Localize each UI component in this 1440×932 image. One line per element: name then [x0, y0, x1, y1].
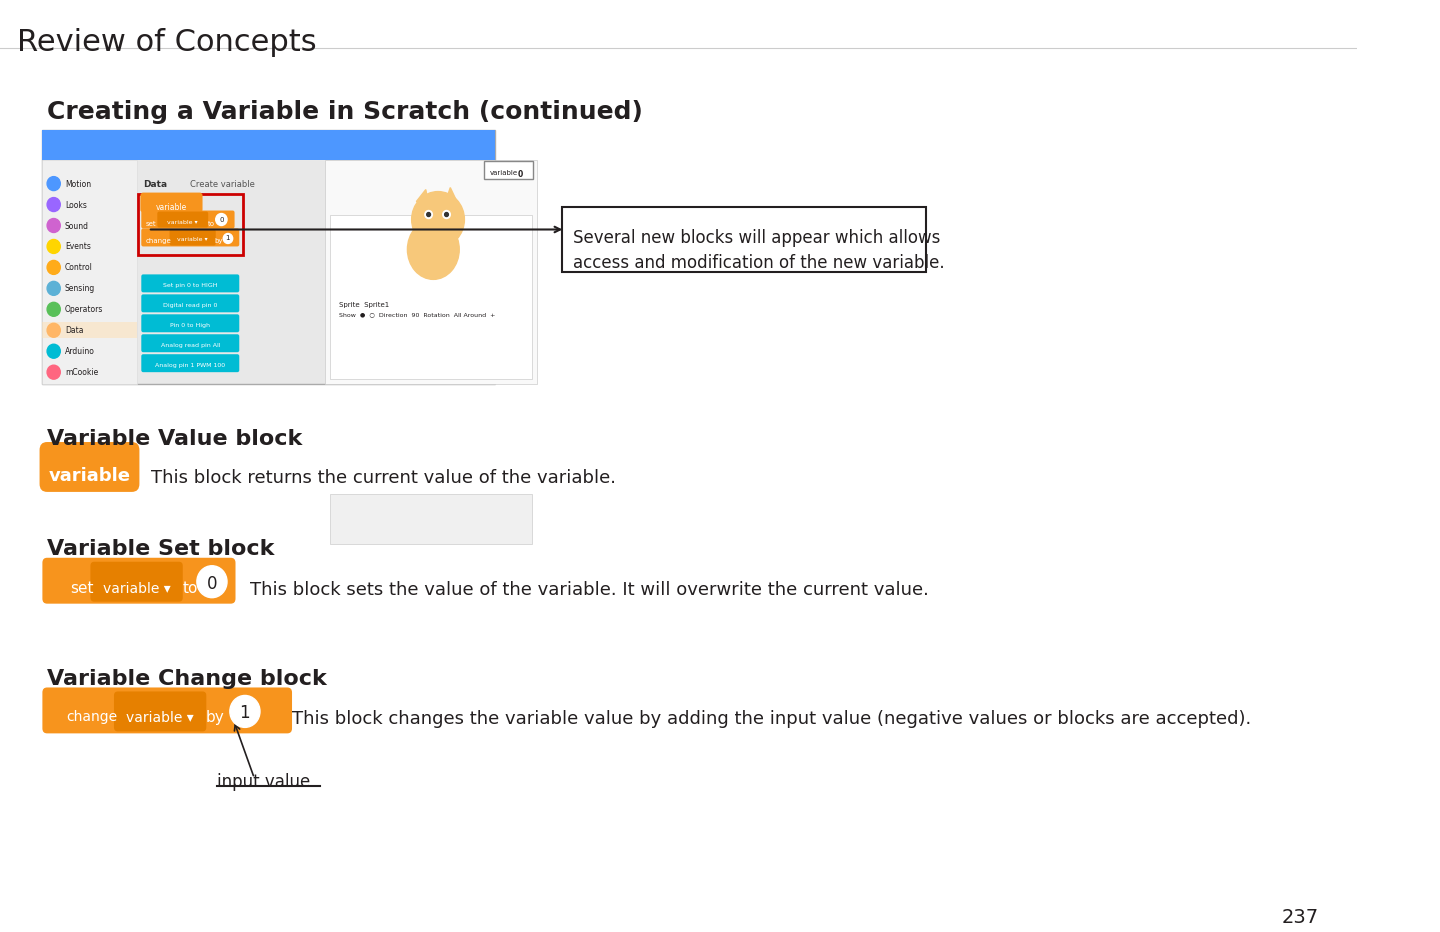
Text: Review of Concepts: Review of Concepts	[17, 28, 317, 57]
Text: by: by	[206, 710, 225, 725]
Circle shape	[442, 211, 451, 218]
FancyBboxPatch shape	[42, 322, 137, 338]
Text: Events: Events	[65, 242, 91, 252]
Text: Analog pin 1 PWM 100: Analog pin 1 PWM 100	[156, 363, 225, 368]
Text: Data: Data	[65, 326, 84, 336]
FancyBboxPatch shape	[563, 207, 926, 272]
Text: Data: Data	[143, 180, 167, 188]
Text: change: change	[66, 710, 117, 724]
Text: variable: variable	[49, 467, 131, 485]
Text: This block changes the variable value by adding the input value (negative values: This block changes the variable value by…	[292, 710, 1251, 729]
Text: set: set	[145, 221, 157, 226]
FancyBboxPatch shape	[484, 160, 533, 179]
FancyBboxPatch shape	[114, 692, 206, 732]
FancyBboxPatch shape	[141, 274, 239, 293]
Text: Variable Value block: Variable Value block	[48, 429, 302, 449]
FancyBboxPatch shape	[140, 193, 203, 212]
Text: variable ▾: variable ▾	[102, 582, 170, 596]
Text: input value: input value	[216, 774, 310, 791]
Text: by: by	[215, 239, 223, 244]
Text: Set pin 0 to HIGH: Set pin 0 to HIGH	[163, 283, 217, 288]
Text: This block sets the value of the variable. It will overwrite the current value.: This block sets the value of the variabl…	[249, 581, 929, 598]
Text: to: to	[209, 221, 215, 226]
FancyBboxPatch shape	[170, 229, 216, 245]
FancyBboxPatch shape	[42, 130, 494, 384]
Text: to: to	[183, 581, 199, 596]
Text: Pin 0 to High: Pin 0 to High	[170, 323, 210, 328]
Text: Variable Set block: Variable Set block	[48, 539, 275, 559]
FancyBboxPatch shape	[330, 214, 533, 379]
FancyBboxPatch shape	[42, 159, 137, 384]
FancyBboxPatch shape	[141, 354, 239, 372]
Polygon shape	[416, 189, 429, 204]
Text: Show  ●  ○  Direction  90  Rotation  All Around  +: Show ● ○ Direction 90 Rotation All Aroun…	[340, 312, 495, 317]
Text: Sensing: Sensing	[65, 284, 95, 294]
Text: Operators: Operators	[65, 306, 104, 314]
FancyBboxPatch shape	[325, 159, 537, 384]
Text: Create variable: Create variable	[190, 180, 255, 188]
FancyBboxPatch shape	[91, 562, 183, 602]
Text: variable ▾: variable ▾	[177, 238, 207, 242]
Text: variable: variable	[156, 202, 187, 212]
Circle shape	[230, 695, 261, 727]
Text: change: change	[145, 239, 171, 244]
Ellipse shape	[408, 220, 459, 280]
Text: 1: 1	[226, 236, 230, 241]
Text: mCookie: mCookie	[65, 368, 98, 377]
Text: 0: 0	[518, 170, 523, 179]
Text: Control: Control	[65, 264, 92, 272]
Circle shape	[223, 234, 233, 243]
Circle shape	[48, 344, 60, 358]
FancyBboxPatch shape	[141, 228, 239, 246]
Circle shape	[48, 218, 60, 232]
Text: 237: 237	[1282, 908, 1319, 927]
Polygon shape	[445, 187, 456, 204]
Text: 0: 0	[219, 216, 223, 223]
Circle shape	[48, 302, 60, 316]
FancyBboxPatch shape	[42, 130, 494, 159]
FancyBboxPatch shape	[330, 494, 533, 543]
Circle shape	[48, 260, 60, 274]
Text: Sprite  Sprite1: Sprite Sprite1	[340, 302, 389, 308]
Text: This block returns the current value of the variable.: This block returns the current value of …	[151, 469, 616, 487]
Circle shape	[445, 212, 448, 216]
FancyBboxPatch shape	[141, 335, 239, 352]
Text: Analog read pin All: Analog read pin All	[160, 343, 220, 349]
Text: Creating a Variable in Scratch (continued): Creating a Variable in Scratch (continue…	[48, 100, 644, 124]
Circle shape	[48, 240, 60, 254]
Circle shape	[197, 566, 228, 597]
Text: 0: 0	[207, 575, 217, 593]
Circle shape	[216, 213, 228, 226]
FancyBboxPatch shape	[141, 295, 239, 312]
FancyBboxPatch shape	[42, 688, 292, 733]
Circle shape	[412, 192, 465, 248]
Circle shape	[48, 281, 60, 295]
Text: set: set	[71, 581, 94, 596]
Text: Variable Change block: Variable Change block	[48, 668, 327, 689]
Text: Sound: Sound	[65, 222, 89, 230]
Text: 1: 1	[239, 705, 251, 722]
Circle shape	[48, 176, 60, 190]
Circle shape	[426, 212, 431, 216]
Text: Several new blocks will appear which allows
access and modification of the new v: Several new blocks will appear which all…	[573, 229, 945, 272]
Circle shape	[48, 198, 60, 212]
Text: variable ▾: variable ▾	[167, 220, 199, 225]
Circle shape	[48, 323, 60, 337]
Text: Arduino: Arduino	[65, 348, 95, 356]
FancyBboxPatch shape	[39, 442, 140, 492]
FancyBboxPatch shape	[141, 211, 235, 228]
Text: Looks: Looks	[65, 200, 86, 210]
Circle shape	[425, 211, 432, 218]
Circle shape	[48, 365, 60, 379]
Text: variable: variable	[490, 170, 518, 175]
Text: variable ▾: variable ▾	[127, 711, 194, 725]
Text: Motion: Motion	[65, 180, 91, 188]
FancyBboxPatch shape	[141, 314, 239, 333]
FancyBboxPatch shape	[157, 212, 209, 227]
Text: Digital read pin 0: Digital read pin 0	[163, 303, 217, 308]
FancyBboxPatch shape	[42, 557, 236, 604]
